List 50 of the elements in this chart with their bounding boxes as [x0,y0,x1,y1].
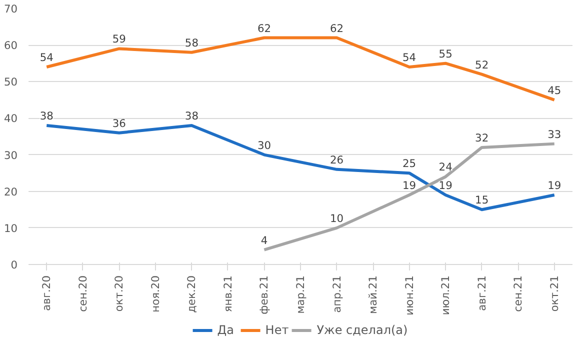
x-tick-label: мар.21 [294,276,307,314]
x-tick-label: ноя.20 [148,275,162,312]
data-label: 59 [112,32,126,46]
x-tick-label: авг.21 [475,275,488,311]
data-label: 52 [475,58,489,72]
x-tick-label: май.21 [366,275,380,314]
legend-label: Уже сделал(а) [316,323,408,337]
x-tick-label: июн.21 [402,276,416,316]
data-label: 19 [548,179,562,192]
legend-label: Да [217,323,236,337]
data-label: 19 [402,179,416,192]
data-label: 58 [184,36,199,50]
data-label: 30 [257,138,272,152]
x-tick-label: дек.20 [185,275,198,313]
data-label: 36 [112,116,126,130]
data-label: 62 [330,22,344,35]
x-tick-label: окт.20 [112,275,126,312]
data-label: 32 [475,131,489,144]
data-label: 55 [438,47,452,60]
data-label: 4 [260,234,268,247]
x-tick-label: окт.21 [548,275,561,312]
y-tick-label: 30 [4,148,18,162]
data-label: 26 [330,153,344,166]
y-tick-label: 70 [4,2,18,16]
x-tick-label: сен.20 [76,275,90,312]
data-label: 15 [475,194,489,207]
y-tick-label: 0 [10,258,18,272]
y-tick-label: 20 [4,185,18,198]
data-label: 38 [184,110,199,123]
x-tick-label: сен.21 [512,275,525,312]
data-label: 54 [40,51,54,64]
data-label: 33 [548,128,562,141]
y-tick-label: 10 [4,222,18,235]
data-label: 19 [438,179,453,192]
x-tick-label: авг.20 [40,275,54,311]
x-tick-label: июл.21 [439,276,452,316]
data-label: 38 [40,110,54,123]
y-tick-label: 60 [4,39,18,52]
data-label: 24 [438,160,453,174]
x-tick-label: янв.21 [221,275,234,312]
y-tick-label: 40 [4,112,18,126]
data-label: 10 [330,212,344,225]
x-tick-label: фев.21 [258,275,271,314]
data-label: 54 [402,51,416,64]
data-label: 25 [402,157,416,170]
data-label: 62 [257,22,272,35]
data-label: 45 [548,84,562,97]
legend-label: Нет [265,323,289,337]
y-tick-label: 50 [4,76,18,89]
x-tick-label: апр.21 [330,275,344,313]
